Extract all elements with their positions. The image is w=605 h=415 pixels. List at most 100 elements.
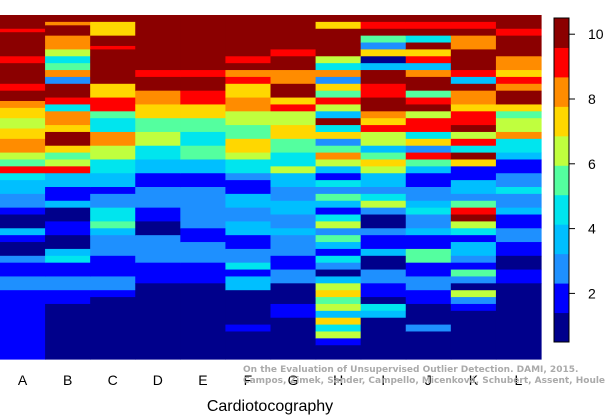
heatmap-cell-K-6 — [450, 76, 497, 85]
heatmap-cell-J-10 — [405, 90, 452, 99]
heatmap-cell-F-10 — [225, 152, 272, 161]
heatmap-cell-H-24 — [315, 200, 362, 209]
heatmap-cell-C-11 — [90, 159, 136, 174]
heatmap-cell-G-0 — [270, 15, 317, 50]
heatmap-cell-L-18 — [495, 207, 542, 216]
heatmap-cell-G-5 — [270, 97, 317, 106]
heatmap-cell-C-14 — [90, 193, 136, 209]
heatmap-cell-H-17 — [315, 152, 362, 161]
heatmap-cell-F-23 — [225, 324, 272, 333]
heatmap-cell-L-13 — [495, 152, 542, 161]
heatmap-cell-L-7 — [495, 90, 542, 106]
heatmap-cell-F-11 — [225, 159, 272, 174]
heatmap-cell-B-13 — [45, 125, 91, 133]
heatmap-cell-B-4 — [45, 49, 91, 57]
heatmap-cell-C-5 — [90, 83, 136, 99]
heatmap-cell-F-24 — [225, 331, 272, 360]
heatmap-cell-K-10 — [450, 111, 497, 126]
heatmap-cell-F-0 — [225, 15, 272, 57]
heatmap-cell-L-15 — [495, 173, 542, 188]
heatmap-cell-E-9 — [180, 173, 227, 188]
heatmap-cell-C-4 — [90, 49, 136, 85]
heatmap-cell-J-23 — [405, 200, 452, 209]
heatmap-cell-B-3 — [45, 35, 91, 50]
x-tick-label-D: D — [153, 372, 163, 388]
x-tick-label-A: A — [18, 372, 28, 388]
heatmap-cell-B-10 — [45, 97, 91, 106]
heatmap-cell-J-28 — [405, 248, 452, 264]
heatmap-cell-H-38 — [315, 297, 362, 305]
heatmap-cell-A-10 — [0, 128, 46, 140]
heatmap-cell-J-26 — [405, 228, 452, 236]
heatmap-cell-H-21 — [315, 180, 362, 188]
heatmap-cell-H-25 — [315, 207, 362, 216]
heatmap-cell-A-21 — [0, 235, 46, 243]
colorbar-swatch-2 — [554, 253, 569, 284]
heatmap-cell-H-7 — [315, 83, 362, 92]
heatmap-cell-G-8 — [270, 125, 317, 140]
heatmap-cell-K-28 — [450, 262, 497, 271]
heatmap-cell-J-2 — [405, 28, 452, 37]
heatmap-cell-D-12 — [135, 221, 181, 236]
heatmap-cell-J-25 — [405, 214, 452, 229]
heatmap-cell-E-0 — [180, 15, 227, 71]
heatmap-cell-J-22 — [405, 187, 452, 202]
heatmap-cell-L-20 — [495, 228, 542, 243]
heatmap-cell-H-26 — [315, 214, 362, 222]
colorbar-tick-label-4: 4 — [588, 221, 596, 237]
heatmap-cell-E-11 — [180, 207, 227, 229]
heatmap-cell-J-29 — [405, 262, 452, 278]
colorbar-swatch-7 — [554, 106, 569, 137]
heatmap-cell-J-13 — [405, 111, 452, 119]
heatmap-cell-L-2 — [495, 35, 542, 57]
heatmap-cell-C-6 — [90, 97, 136, 112]
heatmap-cell-K-3 — [450, 35, 497, 50]
heatmap-cell-A-20 — [0, 228, 46, 236]
heatmap-cell-B-30 — [45, 303, 91, 360]
heatmap-cell-C-18 — [90, 235, 136, 257]
x-tick-label-L: L — [515, 372, 523, 388]
heatmap-cell-I-19 — [360, 173, 407, 188]
heatmap-cell-A-3 — [0, 56, 46, 64]
heatmap-cell-K-31 — [450, 283, 497, 291]
heatmap-cell-I-1 — [360, 21, 407, 30]
heatmap-cell-K-23 — [450, 221, 497, 229]
heatmap-cell-B-19 — [45, 173, 91, 188]
heatmap-cell-L-23 — [495, 269, 542, 284]
heatmap-cell-H-39 — [315, 303, 362, 312]
heatmap-cell-G-4 — [270, 83, 317, 99]
heatmap-cell-I-14 — [360, 131, 407, 147]
heatmap-cell-H-10 — [315, 104, 362, 112]
heatmap-cell-I-15 — [360, 145, 407, 154]
heatmap-cell-B-28 — [45, 276, 91, 291]
heatmap-cell-H-5 — [315, 70, 362, 78]
heatmap-cell-G-11 — [270, 166, 317, 174]
x-tick-label-H: H — [333, 372, 343, 388]
heatmap-cell-B-26 — [45, 255, 91, 264]
heatmap-cell-G-3 — [270, 70, 317, 85]
heatmap-cell-E-10 — [180, 187, 227, 209]
heatmap-cell-D-2 — [135, 76, 181, 92]
heatmap-cell-E-2 — [180, 76, 227, 92]
heatmap-cell-E-1 — [180, 70, 227, 78]
heatmap-cell-C-10 — [90, 145, 136, 161]
heatmap-cell-I-4 — [360, 42, 407, 50]
heatmap-cell-I-29 — [360, 269, 407, 284]
heatmap-cell-I-34 — [360, 317, 407, 360]
heatmap-cell-F-12 — [225, 173, 272, 181]
heatmap-cell-K-15 — [450, 152, 497, 161]
heatmap-cell-G-6 — [270, 104, 317, 112]
heatmap-cell-H-16 — [315, 145, 362, 154]
heatmap-cell-A-6 — [0, 90, 46, 102]
heatmap-cell-J-15 — [405, 131, 452, 140]
heatmap-cell-K-30 — [450, 276, 497, 284]
x-tick-label-I: I — [381, 372, 385, 388]
heatmap-cell-B-24 — [45, 235, 91, 250]
heatmap-cell-I-10 — [360, 97, 407, 112]
heatmap-cell-J-1 — [405, 21, 452, 30]
heatmap-cell-B-9 — [45, 83, 91, 99]
heatmap-cell-A-15 — [0, 173, 46, 181]
heatmap-cell-C-3 — [90, 45, 136, 50]
heatmap-cell-H-13 — [315, 125, 362, 133]
heatmap-cell-F-4 — [225, 76, 272, 85]
